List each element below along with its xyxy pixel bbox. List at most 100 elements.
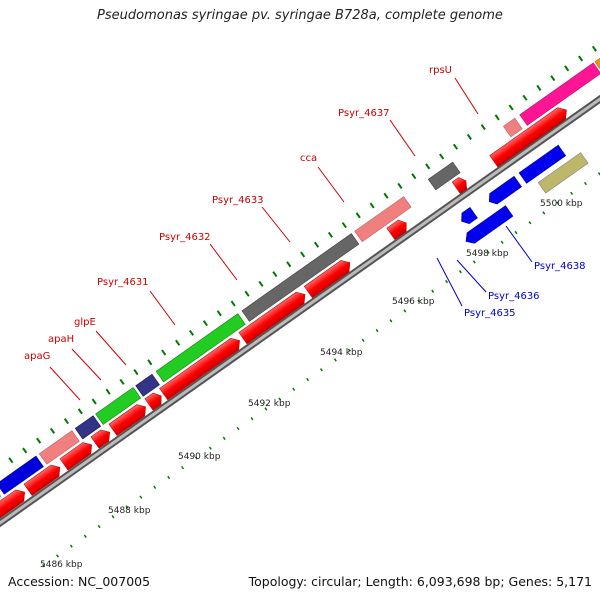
tick-mark <box>286 261 292 268</box>
scale-label: 5496 kbp <box>392 297 435 307</box>
cds-feature[interactable] <box>238 289 309 345</box>
gene-label-psyr-4636[interactable]: Psyr_4636 <box>488 291 540 302</box>
tick-marks <box>8 45 600 568</box>
gene-label-cca[interactable]: cca <box>300 153 317 164</box>
tick-mark <box>578 55 584 62</box>
cds-feature[interactable] <box>451 175 470 194</box>
gene-feature[interactable] <box>518 144 567 184</box>
gene-feature[interactable] <box>503 117 523 138</box>
tick-mark <box>133 369 139 376</box>
cds-feature[interactable] <box>303 257 354 299</box>
reverse-gene-labels: Psyr_4635 Psyr_4636 Psyr_4638 <box>436 225 586 319</box>
tick-mark <box>403 309 407 313</box>
map-title: Pseudomonas syringae pv. syringae B728a,… <box>97 8 503 23</box>
gene-feature[interactable] <box>0 455 44 495</box>
cds-feature[interactable] <box>386 217 411 240</box>
tick-mark <box>314 241 320 248</box>
tick-mark <box>55 554 59 558</box>
tick-mark <box>222 436 226 440</box>
gene-label-psyr-4635[interactable]: Psyr_4635 <box>464 308 516 319</box>
gene-label-rpsu[interactable]: rpsU <box>429 65 452 76</box>
scale-label: 5494 kbp <box>320 348 363 358</box>
gene-feature[interactable] <box>95 387 142 425</box>
tick-mark <box>208 446 212 450</box>
gene-label-psyr-4632[interactable]: Psyr_4632 <box>159 232 211 243</box>
tick-mark <box>175 339 181 346</box>
tick-mark <box>91 398 97 405</box>
tick-mark <box>500 240 504 245</box>
gene-label-apah[interactable]: apaH <box>48 334 74 345</box>
tick-mark <box>480 124 486 131</box>
tick-mark <box>42 564 46 568</box>
cds-feature[interactable] <box>486 175 522 207</box>
tick-mark <box>411 173 417 180</box>
reverse-gene-track <box>458 144 589 247</box>
tick-mark <box>105 388 111 395</box>
tick-mark <box>452 143 459 150</box>
gene-feature[interactable] <box>38 430 80 465</box>
gene-label-psyr-4633[interactable]: Psyr_4633 <box>212 195 264 206</box>
gene-feature[interactable] <box>537 152 589 194</box>
gene-label-psyr-4637[interactable]: Psyr_4637 <box>338 108 390 119</box>
tick-mark <box>536 84 542 91</box>
cds-feature[interactable] <box>59 439 96 471</box>
cds-feature[interactable] <box>144 390 165 411</box>
tick-mark <box>458 270 462 274</box>
cds-feature[interactable] <box>108 401 150 436</box>
tick-mark <box>167 475 171 480</box>
tick-mark <box>236 426 240 431</box>
gene-feature[interactable] <box>519 62 600 126</box>
tick-mark <box>97 524 101 529</box>
tick-mark <box>258 280 264 287</box>
tick-mark <box>375 328 379 333</box>
tick-mark <box>522 94 528 101</box>
genome-backbone <box>0 94 600 528</box>
cds-feature[interactable] <box>462 205 514 247</box>
tick-mark <box>397 182 403 189</box>
gene-feature[interactable] <box>135 373 160 397</box>
tick-mark <box>125 505 129 509</box>
tick-mark <box>542 211 546 215</box>
tick-mark <box>369 202 375 209</box>
tick-mark <box>230 300 236 307</box>
tick-mark <box>22 447 28 454</box>
gene-feature[interactable] <box>74 415 102 440</box>
gene-feature[interactable] <box>241 233 360 322</box>
cds-feature[interactable] <box>0 486 29 521</box>
gene-label-glpe[interactable]: glpE <box>74 317 96 328</box>
tick-mark <box>508 104 514 111</box>
tick-mark <box>472 260 476 264</box>
tick-mark <box>272 271 278 278</box>
cds-feature[interactable] <box>159 335 244 401</box>
gene-label-apag[interactable]: apaG <box>24 351 50 362</box>
tick-mark <box>514 230 518 235</box>
gene-label-psyr-4631[interactable]: Psyr_4631 <box>97 277 149 288</box>
tick-mark <box>466 133 472 140</box>
tick-mark <box>591 45 598 52</box>
cds-feature[interactable] <box>90 426 114 449</box>
tick-mark <box>250 417 254 421</box>
gene-label-psyr-4638[interactable]: Psyr_4638 <box>534 261 586 272</box>
gene-feature[interactable] <box>427 161 461 191</box>
tick-mark <box>161 349 167 356</box>
cds-feature[interactable] <box>489 104 571 168</box>
gene-feature[interactable] <box>354 196 412 243</box>
tick-mark <box>292 387 296 391</box>
tick-mark <box>153 485 157 489</box>
tick-mark <box>63 418 69 425</box>
tick-mark <box>119 378 125 385</box>
scale-label: 5500 kbp <box>540 199 583 209</box>
accession-text: Accession: NC_007005 <box>8 574 151 589</box>
tick-mark <box>528 221 532 225</box>
tick-mark <box>361 338 365 342</box>
tick-mark <box>181 466 185 470</box>
scale-label: 5492 kbp <box>248 399 291 409</box>
genome-summary: Topology: circular; Length: 6,093,698 bp… <box>248 574 592 589</box>
cds-feature[interactable] <box>23 462 64 496</box>
scale-label: 5490 kbp <box>178 452 221 462</box>
cds-feature[interactable] <box>458 207 478 226</box>
scale-labels: 5486 kbp 5488 kbp 5490 kbp 5492 kbp 5494… <box>40 199 583 570</box>
gene-feature[interactable] <box>594 47 600 73</box>
gene-feature[interactable] <box>155 313 246 383</box>
